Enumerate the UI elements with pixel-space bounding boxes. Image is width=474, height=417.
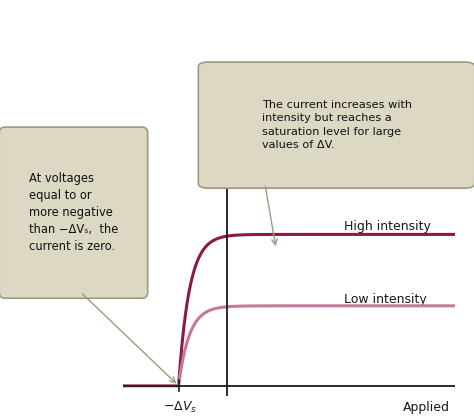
Text: At voltages
equal to or
more negative
than −ΔVₛ,  the
current is zero.: At voltages equal to or more negative th… — [29, 172, 118, 253]
Text: and Stopping Potential: and Stopping Potential — [99, 72, 375, 94]
Text: High intensity: High intensity — [345, 219, 431, 233]
Text: $-\Delta V_s$: $-\Delta V_s$ — [163, 400, 197, 415]
Text: Low intensity: Low intensity — [345, 293, 427, 306]
Text: The current increases with
intensity but reaches a
saturation level for large
va: The current increases with intensity but… — [262, 100, 411, 150]
Text: The Photoelectric Effect: The Photoelectric Effect — [91, 26, 383, 48]
FancyBboxPatch shape — [0, 127, 148, 298]
FancyBboxPatch shape — [198, 62, 474, 188]
Text: Current: Current — [236, 127, 288, 141]
Text: Applied: Applied — [403, 402, 450, 414]
